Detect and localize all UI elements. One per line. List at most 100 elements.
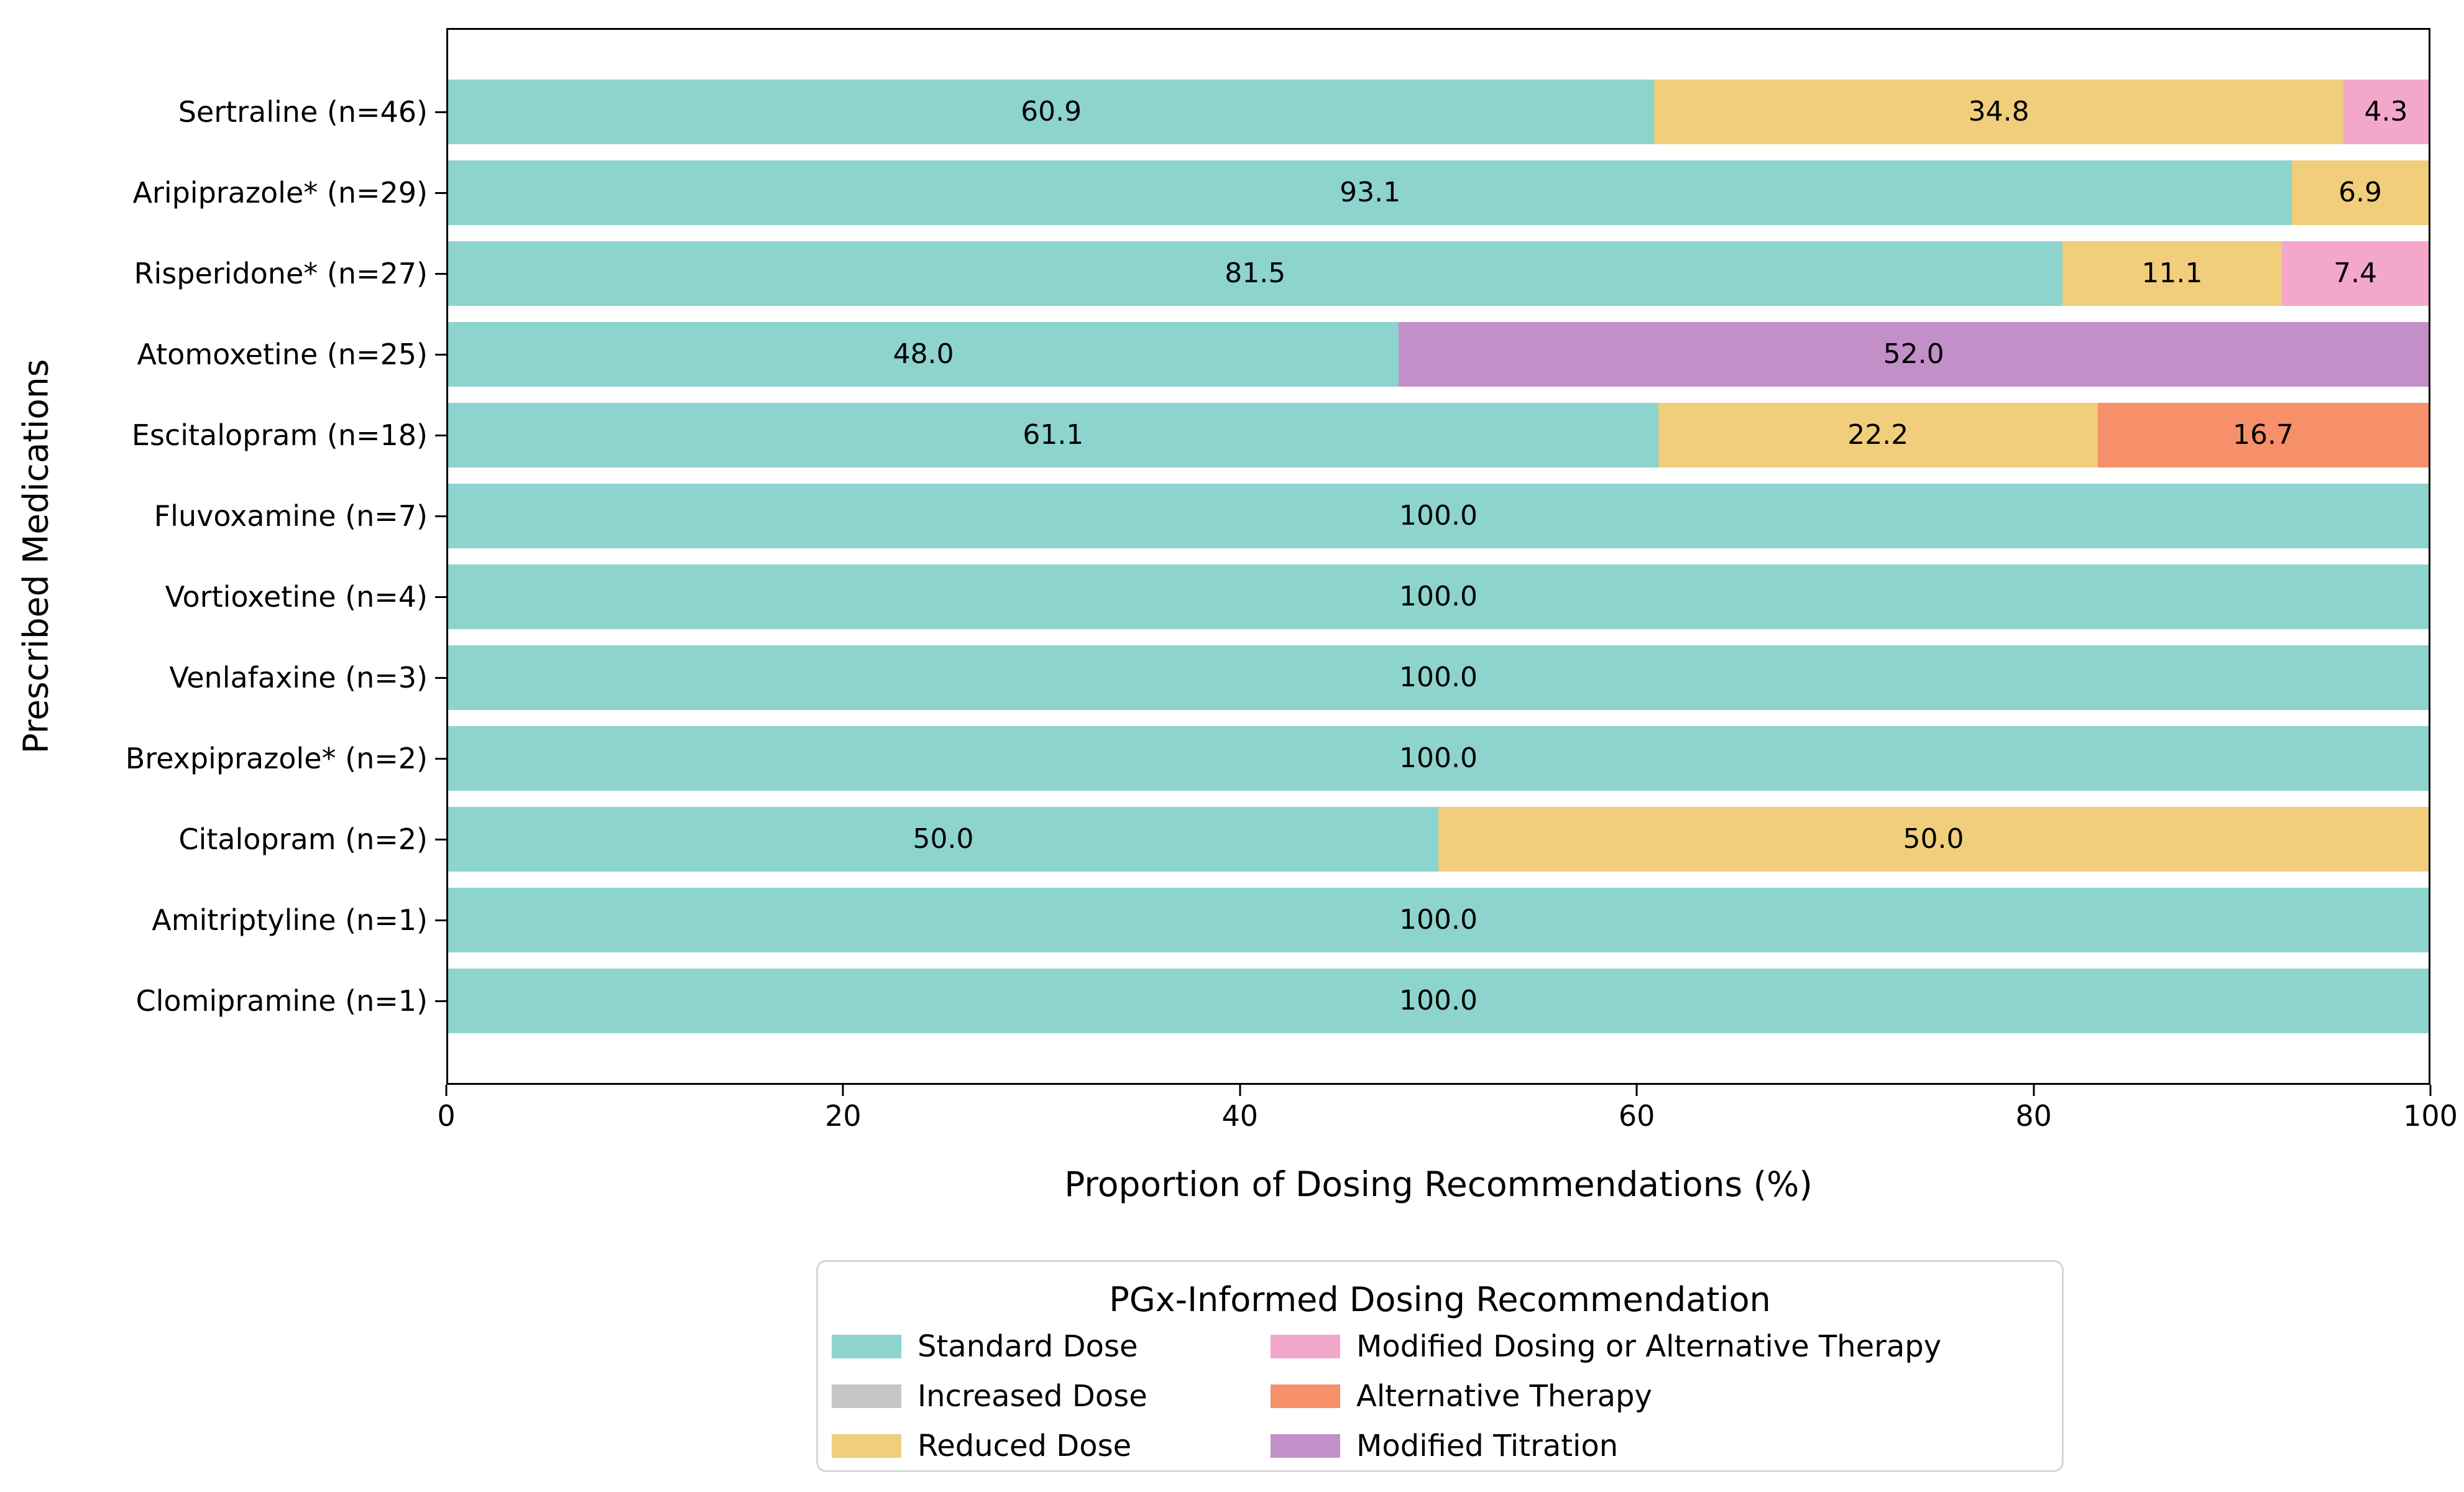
x-tick-mark	[842, 1085, 844, 1096]
x-tick-label: 60	[1618, 1099, 1655, 1133]
y-axis-title: Prescribed Medications	[16, 359, 56, 754]
y-tick-label: Fluvoxamine (n=7)	[154, 499, 428, 533]
x-tick-label: 0	[437, 1099, 456, 1133]
legend-label: Increased Dose	[917, 1379, 1147, 1414]
bar-row: 81.5 11.1 7.4	[448, 241, 2429, 306]
y-tick-label: Risperidone* (n=27)	[134, 257, 428, 290]
bar-segment: 52.0	[1399, 322, 2429, 387]
bar-segment: 6.9	[2292, 160, 2429, 225]
bar-value-label: 100.0	[1399, 500, 1478, 532]
bar-segment: 61.1	[448, 403, 1658, 467]
legend-label: Standard Dose	[917, 1329, 1138, 1364]
y-tick-label: Vortioxetine (n=4)	[165, 580, 428, 614]
y-tick-label: Citalopram (n=2)	[178, 822, 428, 856]
y-tick-mark	[435, 596, 446, 598]
legend-swatch-icon	[832, 1434, 901, 1458]
legend-swatch-icon	[832, 1384, 901, 1408]
y-tick-label: Clomipramine (n=1)	[136, 984, 428, 1018]
bar-segment: 7.4	[2282, 241, 2429, 306]
y-tick-label: Aripiprazole* (n=29)	[132, 176, 428, 210]
bar-value-label: 93.1	[1340, 177, 1401, 208]
legend-column: Standard Dose Increased Dose Reduced Dose	[832, 1322, 1147, 1471]
bar-segment: 100.0	[448, 645, 2429, 710]
legend-label: Modified Titration	[1356, 1429, 1619, 1463]
bar-segment: 100.0	[448, 726, 2429, 791]
y-tick-mark	[435, 272, 446, 275]
bar-value-label: 61.1	[1023, 419, 1084, 451]
bar-segment: 22.2	[1658, 403, 2098, 467]
bar-value-label: 34.8	[1968, 96, 2030, 127]
bar-value-label: 6.9	[2338, 177, 2383, 208]
bar-segment: 50.0	[1438, 807, 2429, 872]
bar-value-label: 100.0	[1399, 581, 1478, 612]
legend-item: Standard Dose	[832, 1322, 1147, 1371]
legend-swatch-icon	[1271, 1335, 1340, 1358]
y-tick-label: Escitalopram (n=18)	[131, 418, 428, 452]
legend-swatch-icon	[832, 1335, 901, 1358]
bar-segment: 100.0	[448, 484, 2429, 548]
bar-row: 50.0 50.0	[448, 807, 2429, 872]
legend-title: PGx-Informed Dosing Recommendation	[1109, 1280, 1771, 1319]
y-tick-label: Atomoxetine (n=25)	[137, 338, 428, 371]
bar-segment: 48.0	[448, 322, 1399, 387]
bar-row: 100.0	[448, 969, 2429, 1033]
x-tick-label: 40	[1221, 1099, 1259, 1133]
legend-item: Modified Titration	[1271, 1421, 1941, 1471]
bar-value-label: 11.1	[2141, 257, 2203, 289]
bar-row: 48.0 52.0	[448, 322, 2429, 387]
legend-swatch-icon	[1271, 1434, 1340, 1458]
legend-column: Modified Dosing or Alternative Therapy Al…	[1271, 1322, 1941, 1471]
y-tick-mark	[435, 838, 446, 840]
bar-row: 100.0	[448, 564, 2429, 629]
bar-value-label: 7.4	[2333, 257, 2378, 289]
bar-row: 93.1 6.9	[448, 160, 2429, 225]
legend-item: Increased Dose	[832, 1371, 1147, 1421]
legend-item: Alternative Therapy	[1271, 1371, 1941, 1421]
bar-value-label: 81.5	[1225, 257, 1286, 289]
legend-label: Modified Dosing or Alternative Therapy	[1356, 1329, 1942, 1364]
x-tick-mark	[2033, 1085, 2035, 1096]
bar-segment: 100.0	[448, 969, 2429, 1033]
y-tick-label: Brexpiprazole* (n=2)	[125, 742, 428, 775]
legend-items: Standard Dose Increased Dose Reduced Dose M…	[818, 1322, 2062, 1471]
bar-value-label: 16.7	[2232, 419, 2294, 451]
legend-swatch-icon	[1271, 1384, 1340, 1408]
x-tick-mark	[445, 1085, 448, 1096]
y-tick-mark	[435, 1000, 446, 1002]
y-tick-mark	[435, 919, 446, 921]
bar-row: 100.0	[448, 645, 2429, 710]
bar-value-label: 100.0	[1399, 985, 1478, 1016]
bar-value-label: 48.0	[893, 338, 954, 370]
bar-row: 100.0	[448, 484, 2429, 548]
legend-label: Alternative Therapy	[1356, 1379, 1652, 1414]
x-tick-label: 20	[825, 1099, 862, 1133]
bar-value-label: 100.0	[1399, 904, 1478, 936]
bar-segment: 4.3	[2343, 80, 2429, 144]
bar-segment: 93.1	[448, 160, 2292, 225]
bar-value-label: 60.9	[1021, 96, 1082, 127]
bar-value-label: 4.3	[2364, 96, 2408, 127]
legend-label: Reduced Dose	[917, 1429, 1132, 1463]
y-tick-mark	[435, 353, 446, 356]
x-axis-title: Proportion of Dosing Recommendations (%)	[1064, 1164, 1813, 1204]
bar-value-label: 100.0	[1399, 661, 1478, 693]
bar-segment: 11.1	[2062, 241, 2282, 306]
bar-segment: 34.8	[1654, 80, 2343, 144]
legend-item: Modified Dosing or Alternative Therapy	[1271, 1322, 1941, 1371]
y-tick-label: Amitriptyline (n=1)	[152, 903, 428, 937]
bar-segment: 100.0	[448, 564, 2429, 629]
bar-value-label: 100.0	[1399, 742, 1478, 774]
y-tick-mark	[435, 515, 446, 517]
legend-item: Reduced Dose	[832, 1421, 1147, 1471]
y-tick-mark	[435, 676, 446, 679]
bar-row: 61.1 22.2 16.7	[448, 403, 2429, 467]
y-tick-label: Venlafaxine (n=3)	[169, 661, 428, 694]
bar-row: 100.0	[448, 888, 2429, 952]
bar-segment: 60.9	[448, 80, 1655, 144]
bar-segment: 50.0	[448, 807, 1438, 872]
x-tick-label: 100	[2403, 1099, 2458, 1133]
bar-value-label: 52.0	[1883, 338, 1944, 370]
bar-segment: 16.7	[2097, 403, 2429, 467]
y-tick-mark	[435, 434, 446, 436]
